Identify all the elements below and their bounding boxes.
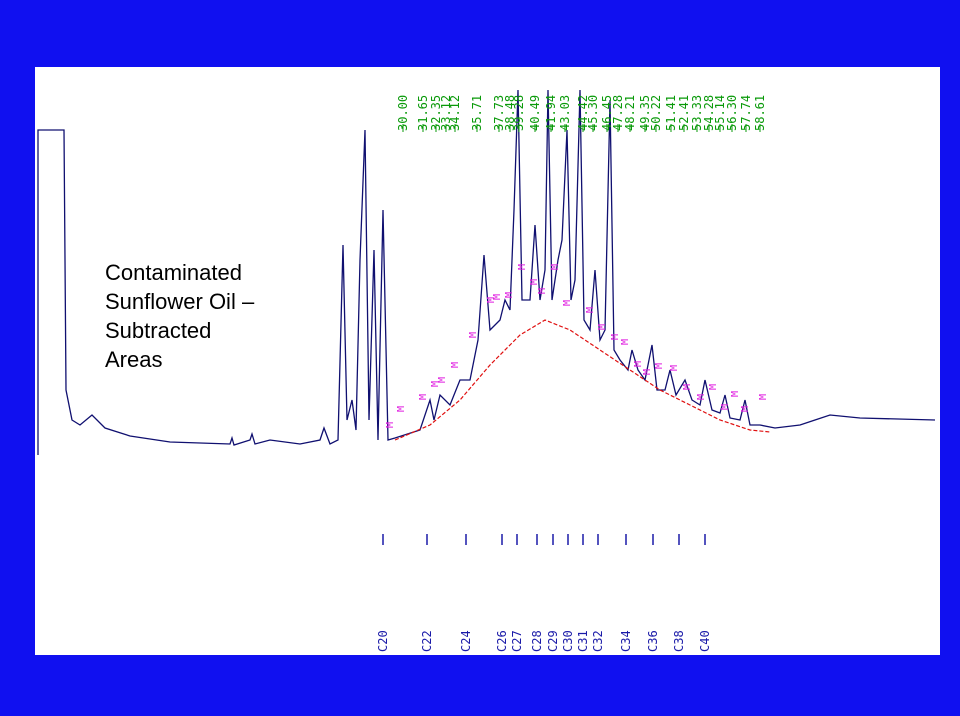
retention-time: 52.41 [677,95,691,131]
retention-time: 39.28 [512,95,526,131]
peak-marker: M [385,422,396,428]
retention-time: 53.33 [690,95,704,131]
peak-marker: M [529,279,540,285]
retention-time: 54.28 [702,95,716,131]
peak-marker: M [562,300,573,306]
retention-time: 32.35 [429,95,443,131]
retention-time: 58.61 [753,95,767,131]
retention-time: 50.22 [649,95,663,131]
red-trace [394,319,771,441]
retention-time: 33.12 [439,95,453,131]
peak-marker: M [633,361,644,367]
retention-time: 51.41 [664,95,678,131]
peak-marker: M [610,334,621,340]
caption-line: Contaminated [105,260,242,285]
carbon-number: C26 [495,630,509,652]
peak-marker: M [730,391,741,397]
peak-marker: M [597,324,608,330]
peak-marker: M [396,406,407,412]
carbon-number: C20 [376,630,390,652]
peak-marker: M [642,369,653,375]
retention-time: 48.21 [623,95,637,131]
retention-time: 30.00 [396,95,410,131]
carbon-number: C32 [591,630,605,652]
peak-marker: M [437,377,448,383]
peak-marker: M [468,332,479,338]
retention-time: 55.14 [713,95,727,131]
retention-time: 57.74 [739,95,753,131]
peak-marker: M [486,297,497,303]
carbon-number: C22 [420,630,434,652]
panel [35,67,940,655]
carbon-number: C28 [530,630,544,652]
retention-time: 41.94 [544,95,558,131]
peak-marker: M [430,381,441,387]
retention-time: 56.30 [725,95,739,131]
blue-trace [37,89,936,455]
retention-time: 44.42 [576,95,590,131]
carbon-number: C40 [698,630,712,652]
retention-time: 46.45 [600,95,614,131]
retention-time: 37.73 [492,95,506,131]
retention-time: 38.48 [503,95,517,131]
carbon-number: C29 [546,630,560,652]
caption-line: Areas [105,347,162,372]
peak-marker: M [550,264,561,270]
carbon-number: C38 [672,630,686,652]
retention-time: 47.28 [611,95,625,131]
peak-marker: M [537,288,548,294]
caption-line: Subtracted [105,318,211,343]
retention-time: 49.35 [638,95,652,131]
retention-time: 34.12 [448,95,462,131]
peak-marker: M [740,406,751,412]
carbon-number: C34 [619,630,633,652]
carbon-number: C27 [510,630,524,652]
retention-time: 40.49 [528,95,542,131]
peak-marker: M [450,362,461,368]
peak-marker: M [504,292,515,298]
retention-time: 43.03 [558,95,572,131]
peak-marker: M [620,339,631,345]
retention-time: 35.71 [470,95,484,131]
peak-marker: M [492,294,503,300]
peak-marker: M [654,363,665,369]
carbon-number: C36 [646,630,660,652]
peak-marker: M [585,307,596,313]
retention-time: 45.30 [586,95,600,131]
peak-marker: M [682,384,693,390]
peak-marker: M [517,264,528,270]
peak-marker: M [696,394,707,400]
peak-marker: M [758,394,769,400]
peak-marker: M [418,394,429,400]
carbon-number: C31 [576,630,590,652]
peak-marker: M [720,404,731,410]
carbon-number: C30 [561,630,575,652]
peak-marker: M [669,365,680,371]
peak-marker: M [708,384,719,390]
caption-line: Sunflower Oil – [105,289,255,314]
retention-time: 31.65 [416,95,430,131]
carbon-number: C24 [459,630,473,652]
